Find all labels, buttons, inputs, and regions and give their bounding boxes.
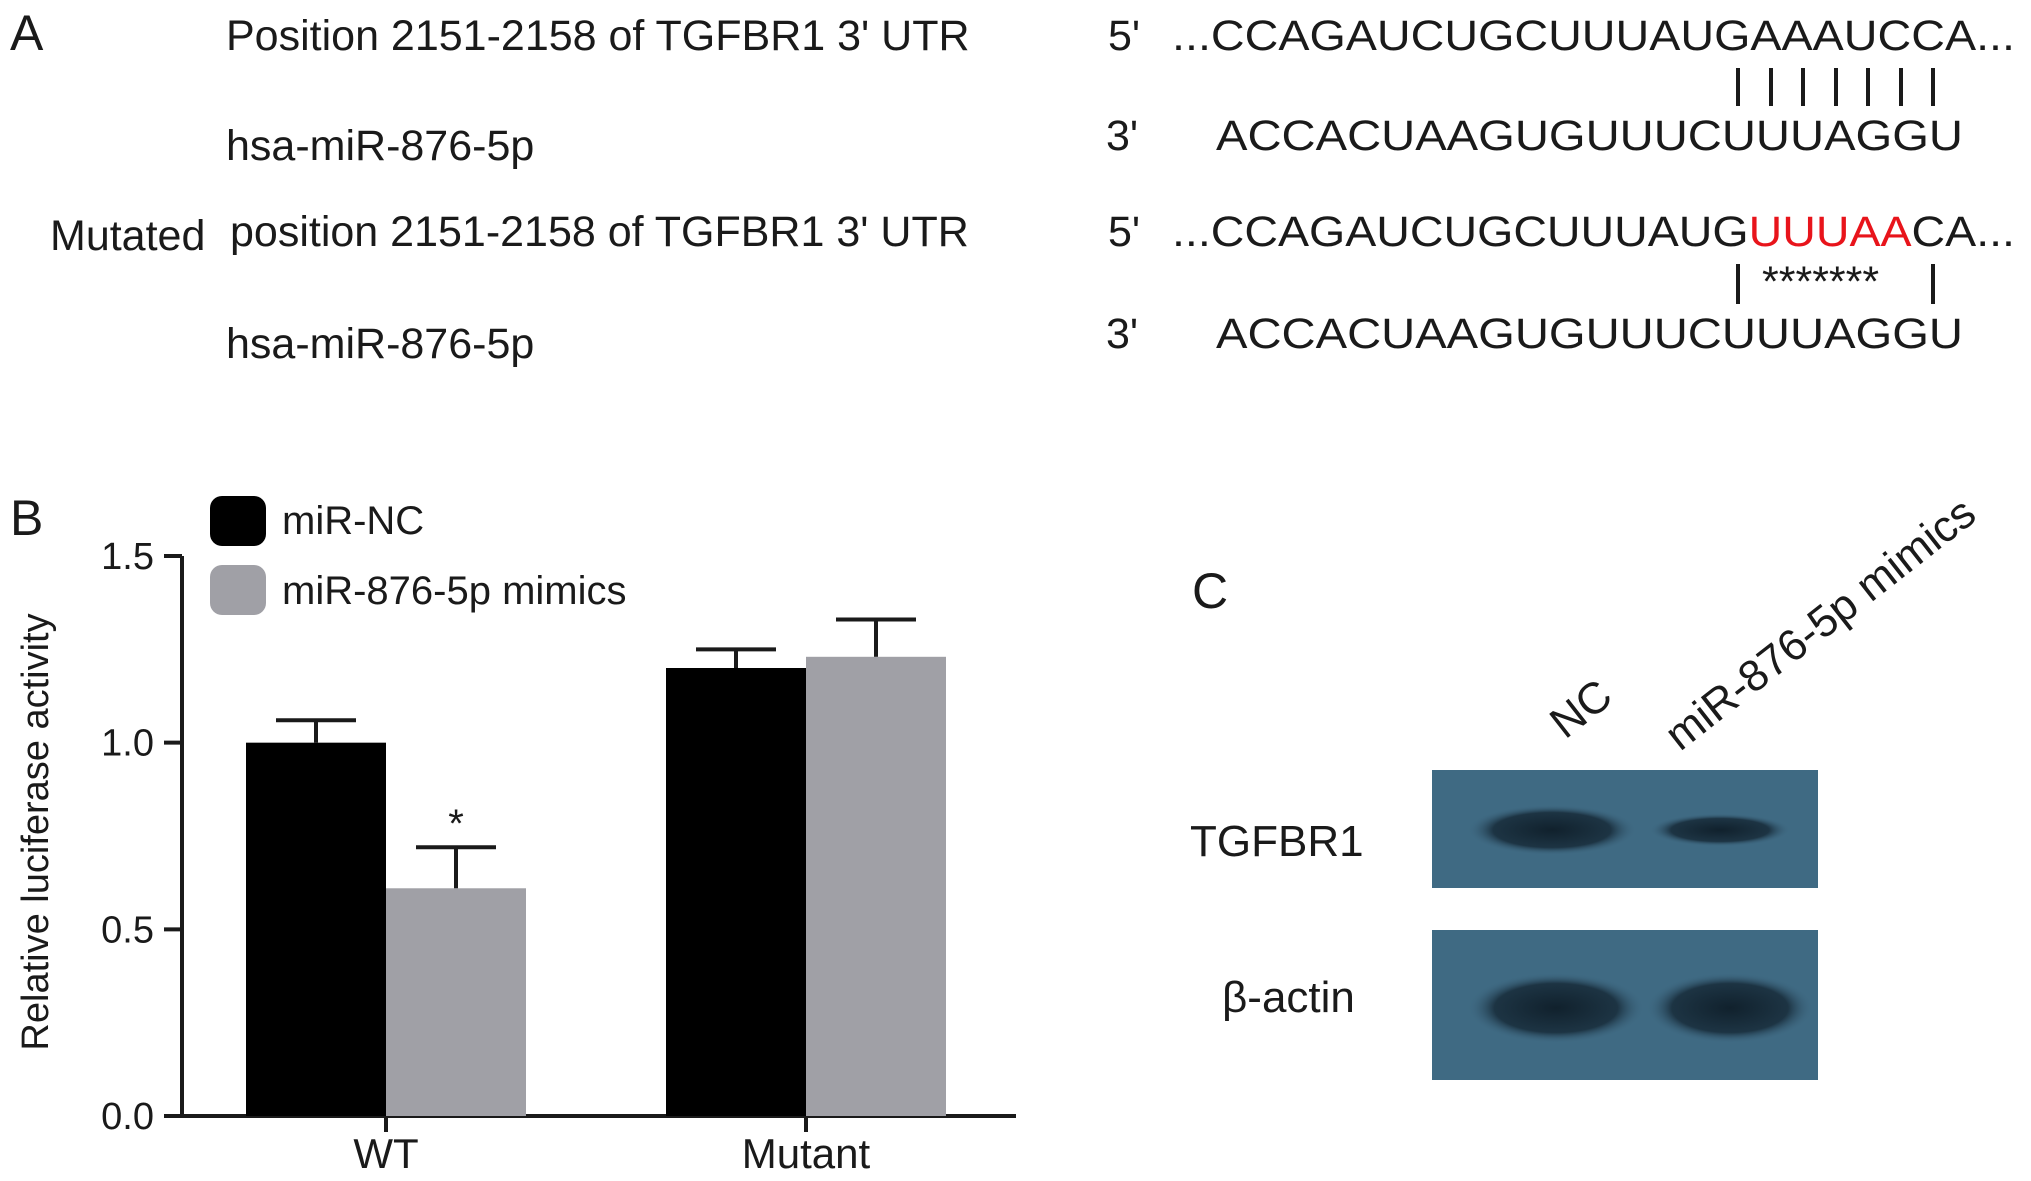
- mirna-label-2: hsa-miR-876-5p: [226, 320, 534, 368]
- bar-mutant-mir-nc: [666, 668, 806, 1116]
- mirna-end-1: 3': [1106, 112, 1138, 160]
- panel-a: A Position 2151-2158 of TGFBR1 3' UTR 5'…: [10, 5, 2015, 368]
- legend-label-mir-nc: miR-NC: [282, 499, 424, 543]
- mirna-sequence-1: ACCACUAAGUGUUUCUUUAGGU: [1216, 112, 1963, 160]
- panel-b: B Relative luciferase activity 0.0 0.5 1.0…: [10, 490, 1016, 1177]
- significance-marker: *: [448, 802, 464, 846]
- x-category-mutant: Mutant: [742, 1130, 871, 1177]
- mirna-end-2: 3': [1106, 310, 1138, 358]
- bar-mutant-mir-876-5p-mimics: [806, 656, 946, 1116]
- band-tgfbr1-lane-2: [1650, 813, 1790, 847]
- bands-actin: [1468, 973, 1813, 1043]
- mutated-pairing-bars: [1736, 264, 1935, 304]
- band-actin-lane-2: [1647, 973, 1813, 1043]
- bars: *: [246, 617, 946, 1116]
- x-categories: WT Mutant: [353, 1116, 871, 1177]
- y-axis: 0.0 0.5 1.0 1.5: [101, 536, 184, 1138]
- mismatch-asterisks: *******: [1762, 258, 1879, 306]
- mirna-label-1: hsa-miR-876-5p: [226, 122, 534, 170]
- panel-letter-a: A: [10, 5, 44, 61]
- mutated-seq-prefix: ...CCAGAUCUGCUUUAUG: [1172, 208, 1749, 256]
- wt-utr-sequence: ...CCAGAUCUGCUUUAUGAAAUCCA...: [1172, 12, 2015, 60]
- lane-label-mimics: miR-876-5p mimics: [1656, 488, 1985, 760]
- y-axis-title: Relative luciferase activity: [15, 613, 57, 1050]
- mirna-sequence-2: ACCACUAAGUGUUUCUUUAGGU: [1216, 310, 1963, 358]
- blot-label-actin: β-actin: [1222, 973, 1355, 1022]
- legend-swatch-mimics: [210, 565, 266, 615]
- wt-utr-label: Position 2151-2158 of TGFBR1 3' UTR: [226, 12, 970, 60]
- bar-wt-mir-876-5p-mimics: [386, 888, 526, 1116]
- band-tgfbr1-lane-1: [1468, 805, 1636, 855]
- x-category-wt: WT: [353, 1130, 418, 1177]
- wt-pairing-bars: [1736, 68, 1935, 106]
- wt-utr-end: 5': [1108, 12, 1140, 60]
- mutated-word: Mutated: [50, 212, 205, 260]
- legend-swatch-mir-nc: [210, 496, 266, 546]
- panel-letter-b: B: [10, 490, 43, 546]
- bands-tgfbr1: [1468, 805, 1790, 855]
- band-actin-lane-1: [1468, 973, 1644, 1043]
- lane-label-nc: NC: [1541, 670, 1621, 748]
- legend-label-mimics: miR-876-5p mimics: [282, 569, 627, 613]
- panel-c: C NC miR-876-5p mimics TGFBR1 β-actin: [1190, 488, 1985, 1080]
- y-tick-label: 0.0: [101, 1096, 154, 1138]
- y-tick-label: 1.5: [101, 536, 154, 578]
- y-tick-label: 0.5: [101, 909, 154, 951]
- mutated-utr-end: 5': [1108, 208, 1140, 256]
- y-tick-label: 1.0: [101, 723, 154, 765]
- bar-wt-mir-nc: [246, 742, 386, 1116]
- mutated-utr-sequence: ...CCAGAUCUGCUUUAUG UUUAA CA...: [1172, 208, 2015, 256]
- panel-letter-c: C: [1192, 563, 1228, 619]
- blot-label-tgfbr1: TGFBR1: [1190, 817, 1364, 866]
- mutated-utr-label: position 2151-2158 of TGFBR1 3' UTR: [230, 208, 969, 256]
- legend: miR-NC miR-876-5p mimics: [210, 496, 627, 615]
- y-ticks: 0.0 0.5 1.0 1.5: [101, 536, 182, 1138]
- mutated-seq-suffix: CA...: [1912, 208, 2015, 256]
- mutated-seq-highlight: UUUAA: [1749, 208, 1912, 256]
